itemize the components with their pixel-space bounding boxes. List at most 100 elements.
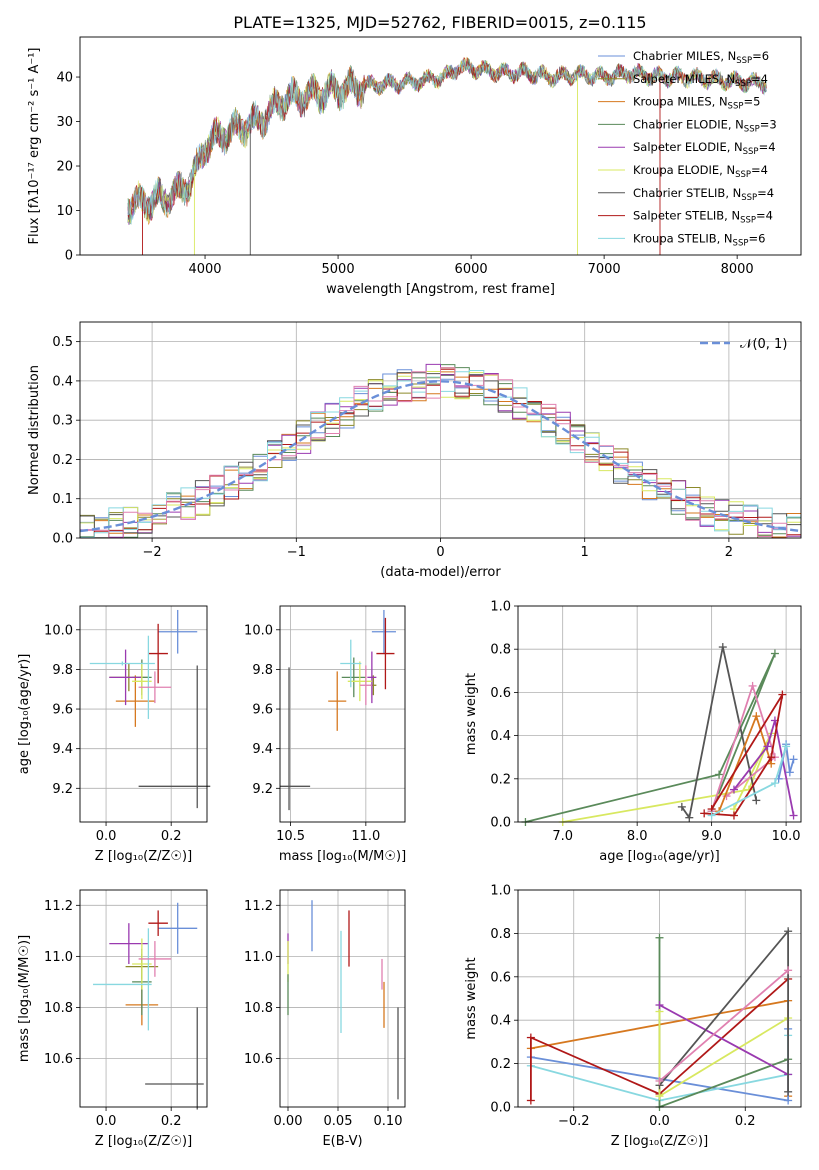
y-tick-label: 9.2 [52, 782, 73, 797]
y-tick-label: 9.8 [52, 663, 73, 678]
spectrum-panel: 4000 5000 6000 7000 8000 0 10 20 30 40 wavelength … [27, 36, 802, 297]
y-tick-label: 9.6 [252, 703, 273, 718]
y-tick-label: 9.6 [52, 703, 73, 718]
y-tick-label: 0.0 [52, 532, 73, 547]
figure-title: PLATE=1325, MJD=52762, FIBERID=0015, z=0… [233, 13, 646, 32]
plot-frame [79, 889, 208, 1108]
y-tick-label: 0 [65, 249, 73, 264]
y-tick-label: 9.4 [252, 742, 273, 757]
x-axis-label: (data-model)/error [380, 565, 501, 580]
x-axis-label: wavelength [Angstrom, rest frame] [326, 282, 555, 297]
x-tick-label: 0.0 [96, 829, 117, 844]
y-tick-label: 10.0 [44, 623, 73, 638]
y-tick-label: 9.4 [52, 742, 73, 757]
plot-frame [79, 36, 802, 256]
y-tick-label: 10 [56, 204, 73, 219]
legend-entry: Chabrier ELODIE, NSSP=3 [633, 117, 777, 134]
x-tick-label: 7000 [588, 262, 621, 277]
x-tick-label: 0.0 [96, 1114, 117, 1129]
histogram-step [80, 367, 801, 539]
weight-vs-metallicity-panel: −0.2 0.0 0.2 0.0 0.2 0.4 0.6 0.8 1.0 Z [log₁₀(Z/Z… [464, 884, 802, 1149]
y-axis-label: Flux [fλ10⁻¹⁷ erg cm⁻² s⁻¹ A⁻¹] [27, 48, 42, 245]
x-tick-label: 0.2 [161, 829, 182, 844]
x-tick-label: 11.0 [351, 829, 380, 844]
y-tick-label: 1.0 [490, 600, 511, 615]
x-tick-label: 2 [725, 545, 733, 560]
age-vs-metallicity-panel: 0.0 0.2 9.2 9.4 9.6 9.8 10.0 Z [log₁₀(Z/Z☉)] age… [17, 605, 211, 864]
x-tick-label: 8.0 [627, 829, 648, 844]
x-tick-label: 0.2 [735, 1114, 756, 1129]
y-axis-label: Normed distribution [27, 365, 42, 495]
legend-entry: Salpeter MILES, NSSP=4 [633, 72, 768, 89]
residual-histogram-panel: −2 −1 0 1 2 0.0 0.1 0.2 0.3 0.4 0.5 (data-model)/er… [27, 321, 802, 580]
y-tick-label: 0.0 [490, 816, 511, 831]
legend-entry: Kroupa ELODIE, NSSP=4 [633, 163, 768, 180]
y-axis-label: mass weight [464, 957, 479, 1039]
x-tick-label: 7.0 [552, 829, 573, 844]
weight-line [659, 1004, 789, 1076]
y-tick-label: 9.2 [252, 782, 273, 797]
y-tick-label: 30 [56, 115, 73, 130]
x-tick-label: 10.0 [772, 829, 801, 844]
x-axis-label: Z [log₁₀(Z/Z☉)] [95, 849, 192, 864]
x-axis-label: Z [log₁₀(Z/Z☉)] [95, 1134, 192, 1149]
weight-line [525, 653, 776, 823]
weight-vs-age-panel: 7.0 8.0 9.0 10.0 0.0 0.2 0.4 0.6 0.8 1.0 age [log₁… [464, 600, 802, 864]
x-axis-label: E(B-V) [322, 1134, 362, 1149]
y-tick-label: 0.4 [52, 374, 73, 389]
x-tick-label: 9.0 [701, 829, 722, 844]
y-tick-label: 10.0 [244, 623, 273, 638]
legend-entry: 𝒩(0, 1) [740, 337, 787, 352]
y-axis-label: mass [log₁₀(M/M☉)] [17, 935, 32, 1062]
x-tick-label: 8000 [721, 262, 754, 277]
x-axis-label: age [log₁₀(age/yr)] [599, 849, 720, 864]
x-axis-label: Z [log₁₀(Z/Z☉)] [611, 1134, 708, 1149]
y-tick-label: 9.8 [252, 663, 273, 678]
y-tick-label: 11.2 [44, 899, 73, 914]
spectrum-line [127, 59, 767, 225]
y-tick-label: 10.8 [44, 1001, 73, 1016]
mass-vs-extinction-panel: 0.00 0.05 0.10 10.6 10.8 11.0 11.2 E(B-V) [244, 889, 406, 1149]
y-tick-label: 0.2 [490, 772, 511, 787]
y-tick-label: 11.0 [244, 950, 273, 965]
y-tick-label: 0.2 [52, 453, 73, 468]
histogram-step [80, 367, 801, 539]
plot-frame [517, 605, 802, 823]
weight-line [530, 978, 789, 1101]
plot-frame [79, 605, 208, 823]
y-tick-label: 11.0 [44, 950, 73, 965]
legend-entry: Chabrier STELIB, NSSP=4 [633, 186, 774, 203]
x-tick-label: 0.10 [374, 1114, 403, 1129]
y-tick-label: 0.0 [490, 1101, 511, 1116]
legend-entry: Chabrier MILES, NSSP=6 [633, 49, 769, 66]
x-tick-label: 0 [436, 545, 444, 560]
plot-frame [279, 605, 406, 823]
x-tick-label: 4000 [188, 262, 221, 277]
y-axis-label: age [log₁₀(age/yr)] [17, 654, 32, 775]
x-tick-label: −0.2 [558, 1114, 590, 1129]
weight-line [658, 928, 789, 1092]
x-tick-label: 0.0 [649, 1114, 670, 1129]
plot-frame [279, 889, 406, 1108]
y-tick-label: 0.8 [490, 927, 511, 942]
legend-entry: Kroupa STELIB, NSSP=6 [633, 231, 765, 248]
y-tick-label: 0.6 [490, 970, 511, 985]
plot-frame [79, 321, 802, 539]
y-tick-label: 0.4 [490, 729, 511, 744]
y-tick-label: 11.2 [244, 899, 273, 914]
mass-vs-metallicity-panel: 0.0 0.2 10.6 10.8 11.0 11.2 Z [log₁₀(Z/Z☉)] mas… [17, 889, 208, 1149]
y-tick-label: 20 [56, 160, 73, 175]
x-axis-label: mass [log₁₀(M/M☉)] [279, 849, 406, 864]
y-tick-label: 0.6 [490, 686, 511, 701]
x-tick-label: 0.00 [274, 1114, 303, 1129]
weight-line [710, 682, 776, 812]
y-axis-label: mass weight [464, 673, 479, 755]
legend-entry: Kroupa MILES, NSSP=5 [633, 95, 760, 112]
y-tick-label: 10.8 [244, 1001, 273, 1016]
x-tick-label: 10.5 [276, 829, 305, 844]
x-tick-label: 5000 [322, 262, 355, 277]
y-tick-label: 0.3 [52, 414, 73, 429]
weight-line [562, 733, 773, 823]
x-tick-label: 0.05 [324, 1114, 353, 1129]
